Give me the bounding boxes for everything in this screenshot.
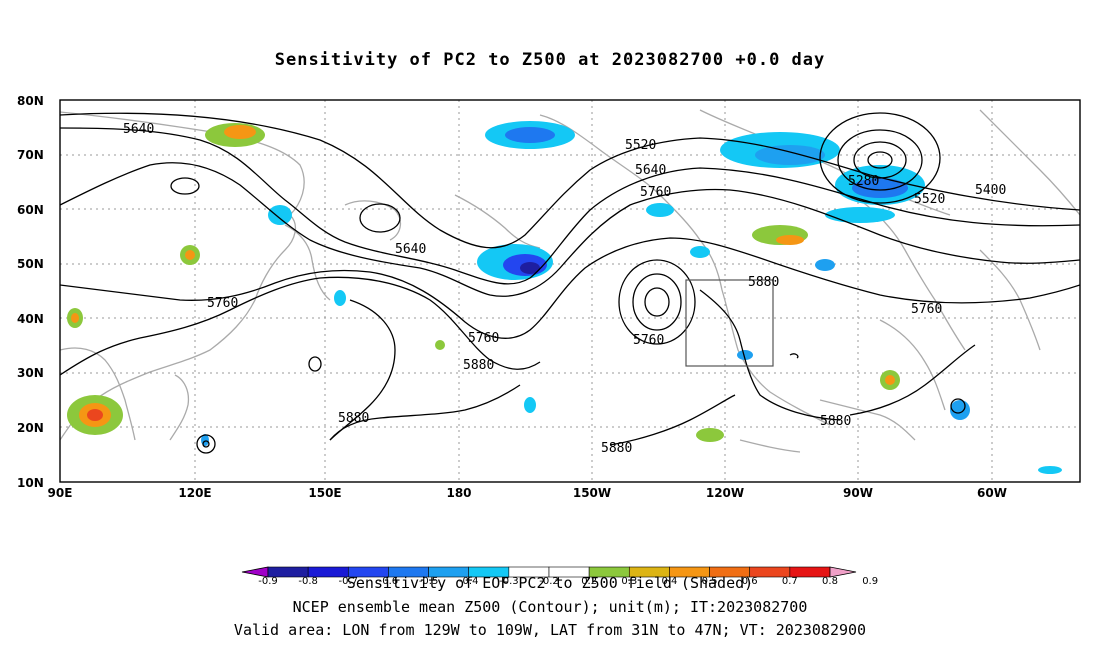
map-gridlines [60,100,1080,482]
lat-label: 50N [17,257,44,271]
contour-label: 5760 [633,333,664,348]
contour-label: 5880 [748,275,779,290]
contour-label: 5520 [625,138,656,153]
lon-label: 90E [48,486,73,500]
colorbar-tick-label: 0.2 [581,576,597,587]
colorbar-overlay-label: Sensitivity of EOF PC2 to Z500 field (Sh… [347,574,753,592]
colorbar-tick-label: -0.6 [379,576,399,587]
contour-label: 5880 [338,411,369,426]
z500-contours [60,112,1080,454]
contour-label: 5880 [820,414,851,429]
map-frame [59,99,1081,483]
lon-label: 90W [843,486,873,500]
map-title: Sensitivity of PC2 to Z500 at 2023082700… [274,50,826,70]
contour-label: 5760 [640,185,671,200]
colorbar-tick-label: -0.5 [419,576,439,587]
coastlines [60,109,1080,453]
contour-label: 5760 [468,331,499,346]
contour-label: 5880 [601,441,632,456]
caption-line-1: NCEP ensemble mean Z500 (Contour); unit(… [292,598,808,616]
colorbar-end-right [829,566,857,578]
colorbar-tick-label: 0.9 [862,576,878,587]
colorbar-tick-label: 0.5 [702,576,718,587]
lat-label: 10N [17,476,44,490]
colorbar-tick-label: -0.7 [339,576,359,587]
contour-label: 5400 [975,183,1006,198]
contour-label: 5760 [207,296,238,311]
latitude-labels: 80N 70N 60N 50N 40N 30N 20N 10N [17,94,44,490]
colorbar-tick-label: 0.6 [742,576,758,587]
colorbar: -0.9 -0.8 -0.7 -0.6 -0.5 -0.4 -0.3 -0.2 0.2 0.3 0.… [241,566,878,587]
colorbar-tick-label: 0.7 [782,576,798,587]
lat-label: 20N [17,421,44,435]
contour-label: 5280 [848,174,879,189]
contour-label-group: 5640 5520 5640 5760 5280 5400 5520 5640 … [123,122,1006,456]
contour-label: 5520 [914,192,945,207]
lon-label: 120W [706,486,744,500]
colorbar-tick-label: -0.8 [298,576,318,587]
lat-label: 70N [17,148,44,162]
colorbar-tick-label: 0.4 [661,576,677,587]
contour-label: 5640 [395,242,426,257]
colorbar-tick-label: -0.2 [539,576,559,587]
lat-label: 30N [17,366,44,380]
map-panel [60,100,1080,482]
lon-label: 180 [446,486,471,500]
lat-label: 60N [17,203,44,217]
contour-label: 5640 [635,163,666,178]
lon-label: 120E [178,486,211,500]
lon-label: 150E [308,486,341,500]
longitude-labels: 90E 120E 150E 180 150W 120W 90W 60W [48,486,1007,500]
colorbar-tick-label: 0.8 [822,576,838,587]
contour-label: 5760 [911,302,942,317]
colorbar-tick-label: -0.4 [459,576,479,587]
caption-line-2: Valid area: LON from 129W to 109W, LAT f… [233,621,867,639]
sensitivity-shading [67,121,1062,474]
colorbar-tick-label: 0.3 [621,576,637,587]
lat-label: 40N [17,312,44,326]
colorbar-tick-label: -0.3 [499,576,519,587]
contour-label: 5640 [123,122,154,137]
valid-area-box [685,279,774,367]
colorbar-tick-label: -0.9 [258,576,278,587]
contour-label: 5880 [463,358,494,373]
lon-label: 150W [573,486,611,500]
lon-label: 60W [977,486,1007,500]
lat-label: 80N [17,94,44,108]
